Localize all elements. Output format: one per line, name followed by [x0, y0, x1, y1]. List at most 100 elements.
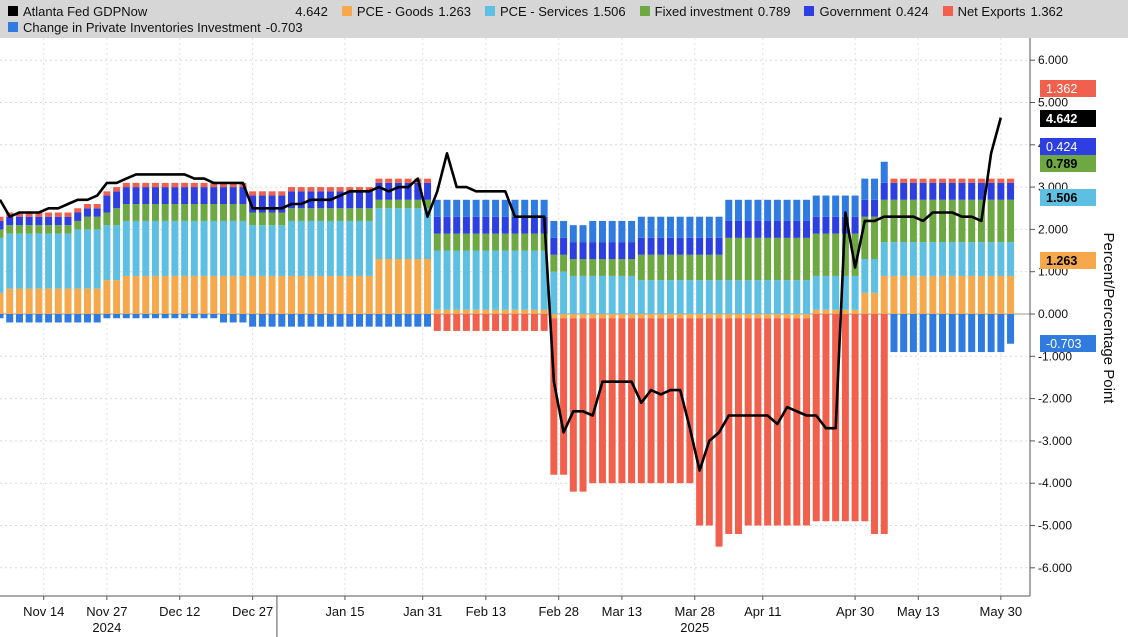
- bar-pce-services: [744, 280, 752, 314]
- bar-pce-goods: [35, 288, 43, 314]
- bar-pce-services: [74, 229, 82, 289]
- legend-swatch-government: [804, 6, 815, 16]
- bar-net-exports: [278, 191, 286, 196]
- value-tag-label: 1.362: [1046, 82, 1077, 96]
- bar-net-exports: [501, 314, 509, 331]
- y-tick-label: -2.000: [1038, 392, 1072, 406]
- bar-inventories: [424, 314, 432, 327]
- bar-net-exports: [939, 178, 947, 183]
- bar-fixed-investment: [841, 233, 849, 276]
- x-tick-label: Apr 30: [836, 604, 874, 619]
- bar-net-exports: [0, 216, 4, 221]
- bar-pce-services: [521, 250, 529, 310]
- bar-pce-services: [511, 250, 519, 310]
- bar-government: [715, 237, 723, 255]
- bar-inventories: [666, 216, 674, 238]
- bar-pce-services: [851, 275, 859, 310]
- bar-pce-services: [598, 275, 606, 314]
- legend-swatch-inventories: [8, 22, 18, 32]
- bar-net-exports: [375, 178, 383, 183]
- bar-government: [151, 187, 159, 205]
- bar-inventories: [83, 314, 91, 323]
- bar-net-exports: [686, 318, 694, 484]
- bar-pce-services: [375, 208, 383, 260]
- bar-pce-services: [424, 208, 432, 260]
- bar-inventories: [628, 220, 636, 243]
- bar-pce-goods: [385, 259, 393, 314]
- bar-pce-services: [948, 242, 956, 276]
- bar-pce-services: [861, 259, 869, 293]
- legend-label: Atlanta Fed GDPNow: [23, 3, 148, 19]
- bar-fixed-investment: [278, 212, 286, 226]
- legend-item-fixed-investment: Fixed investment 0.789: [639, 3, 791, 19]
- bar-government: [258, 195, 266, 213]
- bar-pce-services: [64, 233, 72, 289]
- year-label: 2025: [680, 620, 709, 635]
- legend-swatch-fixed-investment: [639, 6, 650, 16]
- bar-pce-goods: [900, 275, 908, 314]
- bar-pce-goods: [443, 309, 451, 314]
- bar-fixed-investment: [404, 199, 412, 209]
- bar-net-exports: [326, 187, 334, 192]
- legend-swatch-gdpnow: [8, 6, 18, 16]
- bar-inventories: [977, 314, 985, 353]
- bar-pce-services: [560, 271, 568, 314]
- bar-fixed-investment: [589, 259, 597, 276]
- bar-pce-goods: [530, 309, 538, 314]
- bar-pce-goods: [871, 292, 879, 314]
- bar-inventories: [25, 314, 33, 323]
- bar-government: [618, 242, 626, 260]
- bar-inventories: [219, 314, 227, 323]
- bar-inventories: [482, 199, 490, 217]
- bar-fixed-investment: [715, 254, 723, 281]
- bar-fixed-investment: [958, 199, 966, 243]
- bar-government: [608, 242, 616, 260]
- bar-net-exports: [861, 314, 869, 522]
- value-tag-label: 1.506: [1046, 191, 1077, 205]
- bar-pce-goods: [181, 275, 189, 314]
- bar-government: [278, 195, 286, 213]
- bar-pce-goods: [15, 288, 23, 314]
- bar-government: [657, 237, 665, 255]
- bar-government: [210, 187, 218, 205]
- bar-inventories: [365, 314, 373, 327]
- bar-fixed-investment: [64, 225, 72, 234]
- bar-pce-goods: [25, 288, 33, 314]
- bar-pce-goods: [83, 288, 91, 314]
- bar-pce-services: [219, 220, 227, 276]
- bar-net-exports: [666, 318, 674, 484]
- bar-pce-services: [346, 220, 354, 276]
- bar-government: [900, 182, 908, 200]
- value-tag-label: 0.789: [1046, 157, 1077, 171]
- bar-fixed-investment: [618, 259, 626, 276]
- bar-fixed-investment: [307, 208, 315, 221]
- bar-fixed-investment: [822, 233, 830, 276]
- bar-government: [764, 220, 772, 238]
- bar-pce-goods: [696, 314, 704, 319]
- bar-government: [773, 220, 781, 238]
- bar-inventories: [297, 314, 305, 327]
- bar-pce-goods: [356, 275, 364, 314]
- y-tick-label: 0.000: [1038, 307, 1068, 321]
- bar-fixed-investment: [462, 233, 470, 251]
- bar-inventories: [74, 314, 82, 323]
- bar-pce-goods: [598, 314, 606, 319]
- bar-inventories: [560, 220, 568, 238]
- bar-inventories: [598, 220, 606, 243]
- bar-pce-goods: [919, 275, 927, 314]
- legend-value: 1.263: [438, 3, 471, 19]
- bar-pce-goods: [715, 314, 723, 319]
- bar-pce-services: [997, 242, 1005, 276]
- legend-value: 1.506: [593, 3, 626, 19]
- bar-government: [880, 182, 888, 200]
- bar-inventories: [550, 220, 558, 238]
- bar-fixed-investment: [394, 199, 402, 209]
- bar-pce-services: [637, 280, 645, 314]
- bar-pce-services: [326, 220, 334, 276]
- bar-government: [598, 242, 606, 260]
- bar-fixed-investment: [171, 204, 179, 221]
- legend-value: 0.789: [757, 3, 791, 19]
- bar-inventories: [744, 199, 752, 221]
- bar-inventories: [171, 314, 179, 319]
